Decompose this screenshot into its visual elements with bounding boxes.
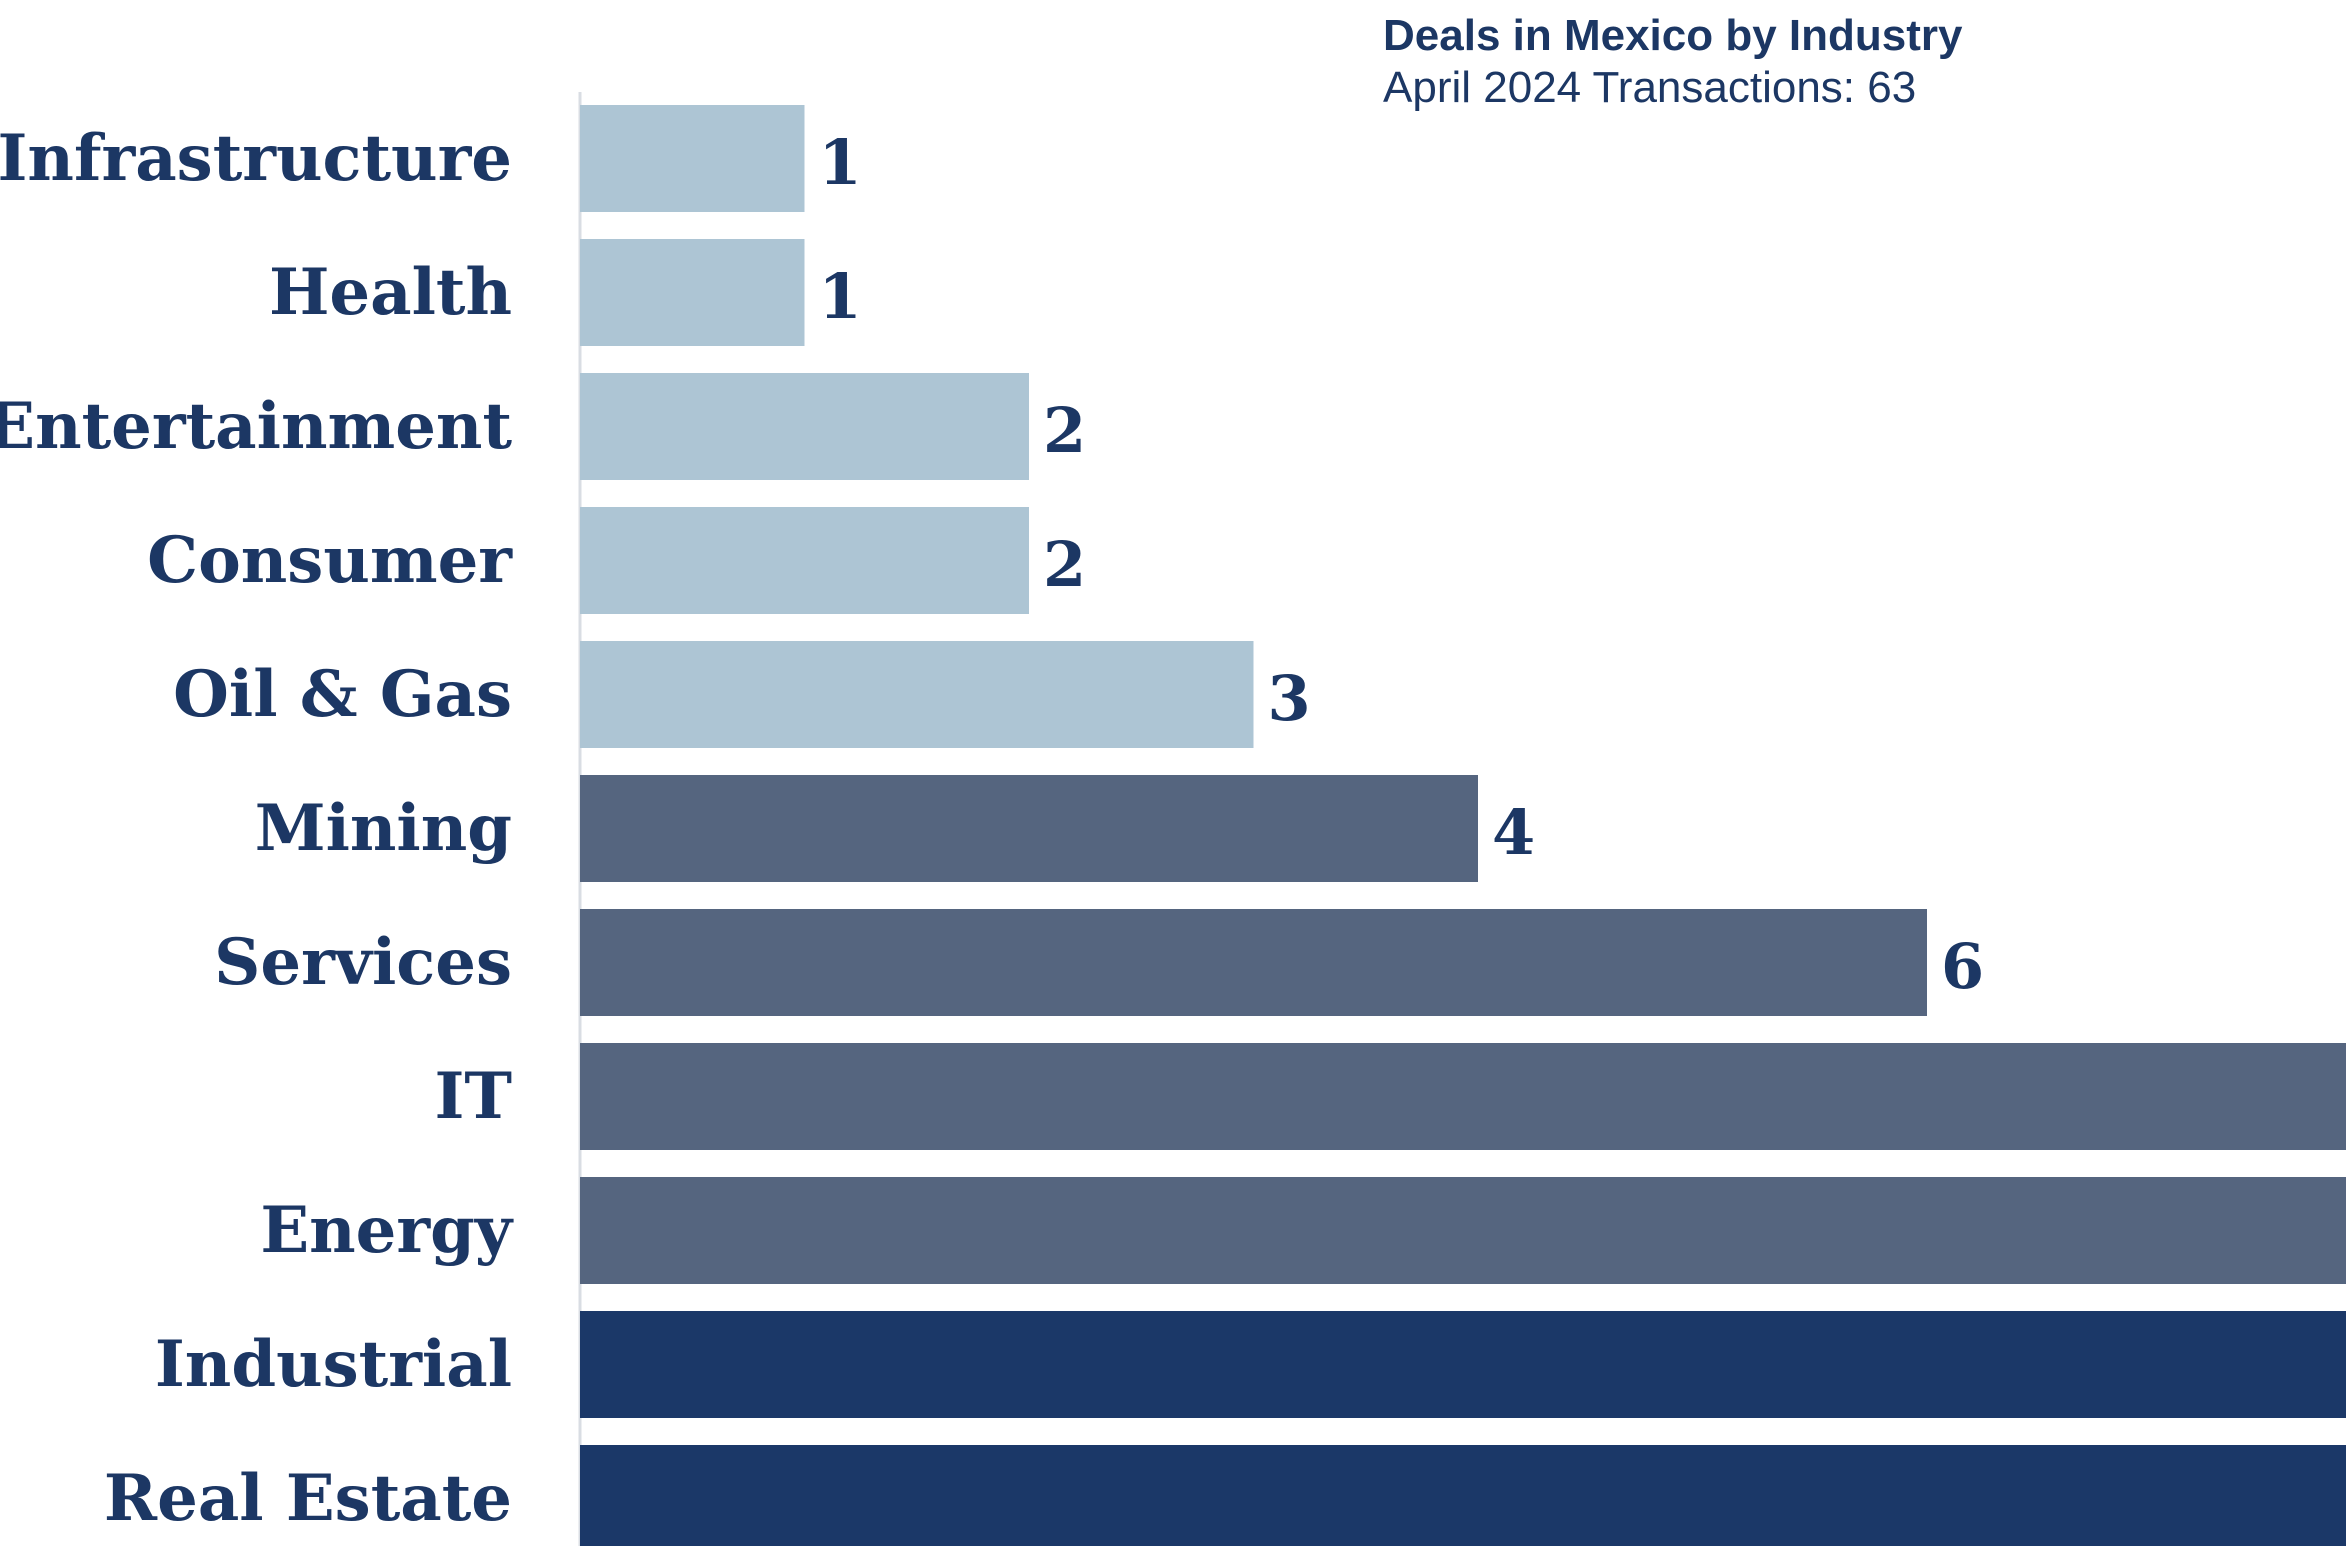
bar-1 xyxy=(580,239,805,346)
value-label-4: 3 xyxy=(1268,662,1311,735)
chart-subtitle: April 2024 Transactions: 63 xyxy=(1383,63,1917,112)
bar-0 xyxy=(580,105,805,212)
bar-2 xyxy=(580,373,1029,480)
value-label-6: 6 xyxy=(1941,930,1984,1003)
category-label-6: Services xyxy=(214,925,512,1000)
category-label-10: Real Estate xyxy=(104,1461,512,1536)
bar-7 xyxy=(580,1043,2346,1150)
bar-5 xyxy=(580,775,1478,882)
category-label-0: Infrastructure xyxy=(0,121,512,196)
chart-title: Deals in Mexico by Industry xyxy=(1383,11,1963,60)
value-label-1: 1 xyxy=(819,260,862,333)
category-label-5: Mining xyxy=(255,791,512,866)
category-label-8: Energy xyxy=(260,1193,514,1268)
value-label-5: 4 xyxy=(1492,796,1535,869)
value-label-2: 2 xyxy=(1043,394,1086,467)
category-label-1: Health xyxy=(269,255,512,330)
title-block: Deals in Mexico by Industry April 2024 T… xyxy=(1383,10,1963,114)
bar-3 xyxy=(580,507,1029,614)
bar-9 xyxy=(580,1311,2346,1418)
value-label-3: 2 xyxy=(1043,528,1086,601)
category-label-2: Entertainment xyxy=(0,389,512,464)
category-label-3: Consumer xyxy=(147,523,513,598)
category-label-4: Oil & Gas xyxy=(173,657,512,732)
bar-10 xyxy=(580,1445,2346,1546)
value-label-0: 1 xyxy=(819,126,862,199)
bar-4 xyxy=(580,641,1254,748)
category-label-7: IT xyxy=(434,1059,512,1134)
bar-6 xyxy=(580,909,1927,1016)
category-label-9: Industrial xyxy=(155,1327,512,1402)
bar-8 xyxy=(580,1177,2346,1284)
